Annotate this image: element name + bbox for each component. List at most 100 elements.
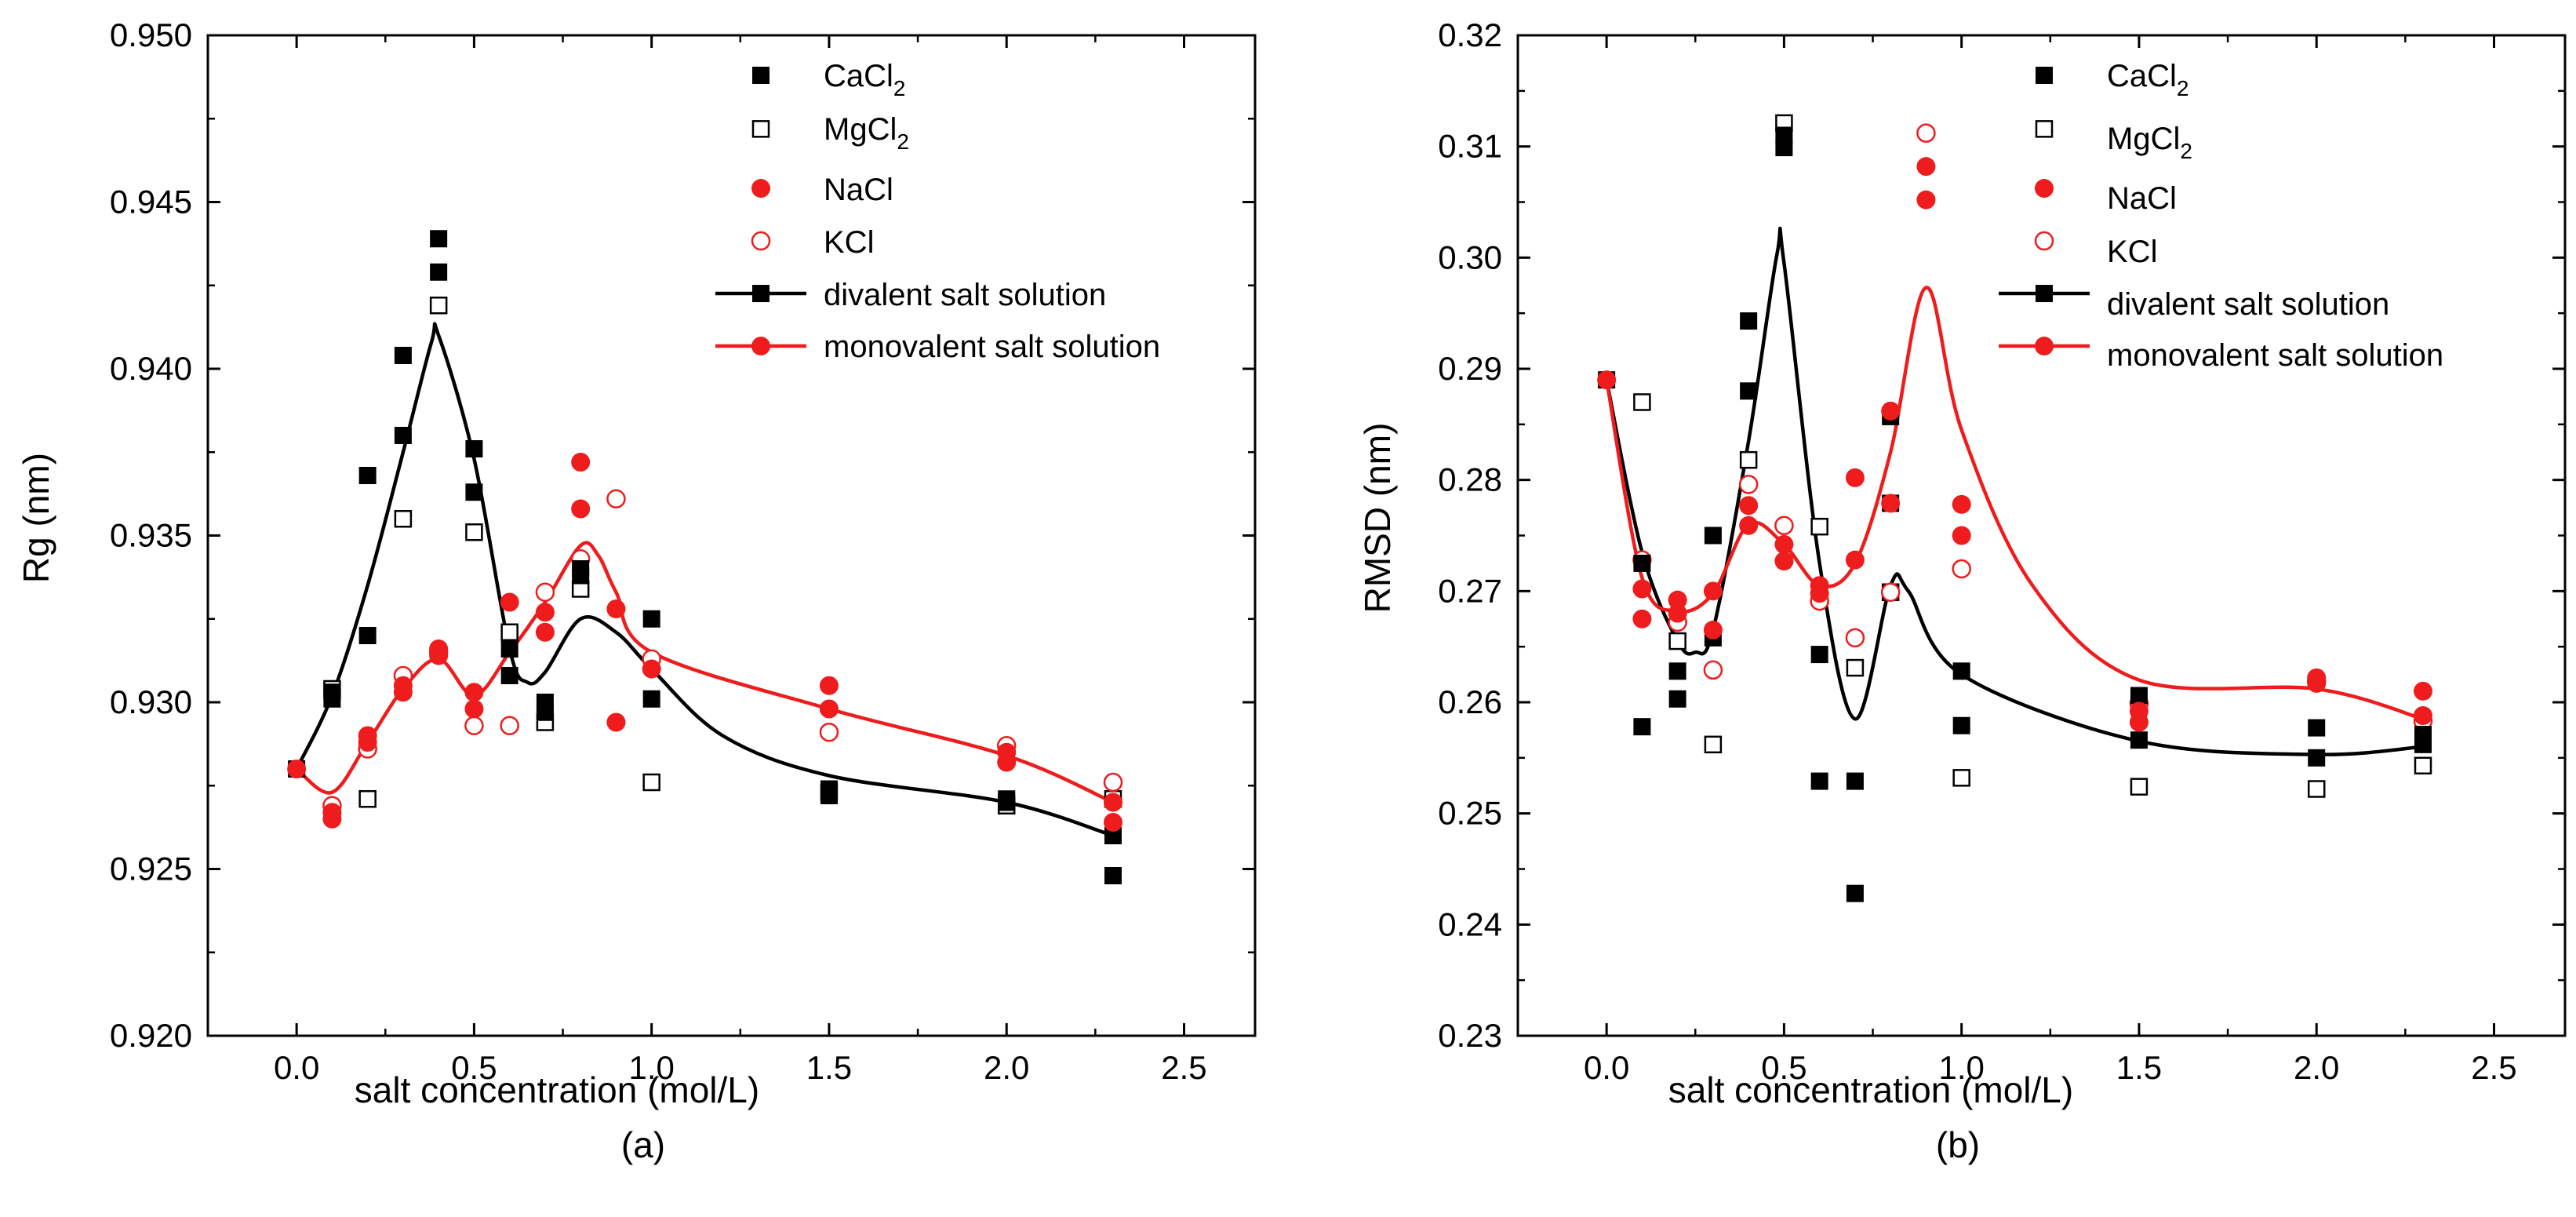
x-tick-label-b: 1.0 <box>1938 1049 1984 1086</box>
data-point-cacl2-b <box>2414 735 2432 753</box>
plot-area-a: 0.0 0.5 1.0 1.5 2.0 2.5 0.920 0.925 0.930 0.935 0.… <box>110 16 1257 1086</box>
data-point-nacl-a <box>997 742 1017 762</box>
legend-label-divalent-a: divalent salt solution <box>824 278 1106 312</box>
data-point-kcl-a <box>464 716 484 735</box>
data-point-cacl2-b <box>1810 772 1828 790</box>
data-point-nacl-b <box>1881 401 1901 421</box>
data-point-nacl-a <box>819 699 839 719</box>
data-point-nacl-a <box>464 699 484 719</box>
data-point-cacl2-a <box>642 610 660 628</box>
data-point-nacl-b <box>1668 590 1687 610</box>
data-point-mgcl2-b <box>1846 658 1865 677</box>
data-point-nacl-b <box>2413 706 2432 725</box>
data-point-mgcl2-b <box>1668 632 1686 650</box>
data-point-mgcl2-a <box>642 773 660 792</box>
data-point-cacl2-a <box>430 263 448 281</box>
data-point-cacl2-a <box>1104 867 1122 884</box>
data-point-nacl-a <box>322 803 342 822</box>
data-point-kcl-b <box>1952 559 1971 579</box>
data-point-nacl-b <box>2307 673 2327 693</box>
data-point-cacl2-b <box>1633 554 1651 572</box>
ylabel-b: RMSD (nm) <box>1357 423 1398 614</box>
data-point-cacl2-a <box>358 467 377 484</box>
data-point-nacl-b <box>1845 550 1865 570</box>
fit-line-divalent-a <box>295 322 1114 838</box>
data-point-nacl-a <box>393 683 413 702</box>
data-point-nacl-b <box>1632 609 1652 629</box>
legend-label-mgcl2-b: MgCl2 <box>2107 122 2192 163</box>
data-point-cacl2-a <box>323 683 341 701</box>
data-point-mgcl2-a <box>394 510 413 528</box>
data-point-mgcl2-b <box>1739 450 1758 469</box>
data-point-nacl-b <box>2413 681 2432 701</box>
data-point-mgcl2-b <box>2414 756 2432 774</box>
y-tick-label-b: 0.31 <box>1438 128 1502 165</box>
legend-marker-nacl-b <box>2035 179 2054 199</box>
x-tick-label-b: 0.5 <box>1761 1049 1806 1086</box>
data-point-kcl-b <box>1880 582 1901 602</box>
data-point-nacl-a <box>606 712 626 732</box>
y-tick-label-a: 0.930 <box>110 683 192 720</box>
data-point-nacl-b <box>1668 603 1687 623</box>
legend-line-marker-b <box>2036 285 2053 303</box>
data-point-cacl2-a <box>500 640 518 658</box>
data-point-nacl-b <box>1739 496 1759 516</box>
data-point-mgcl2-b <box>1810 517 1828 536</box>
y-tick-label-b: 0.28 <box>1438 461 1502 498</box>
legend-label-cacl2-a: CaCl2 <box>824 59 905 100</box>
y-tick-label-b: 0.25 <box>1438 795 1502 832</box>
data-point-cacl2-b <box>2308 749 2326 767</box>
ylabel-a: Rg (nm) <box>16 453 56 583</box>
data-point-nacl-a <box>571 499 591 519</box>
data-point-cacl2-b <box>1846 884 1864 902</box>
legend-line-marker-b <box>2035 337 2054 356</box>
data-point-nacl-a <box>1103 813 1122 832</box>
data-point-cacl2-b <box>1633 718 1651 736</box>
legend-label-kcl-b: KCl <box>2107 235 2157 269</box>
data-point-nacl-a <box>606 599 626 618</box>
data-point-cacl2-b <box>1668 690 1686 708</box>
legend-marker-nacl-a <box>751 179 770 199</box>
data-point-nacl-b <box>1810 584 1829 603</box>
data-point-nacl-a <box>429 639 449 658</box>
data-point-kcl-b <box>1738 475 1759 494</box>
panel-label-b: (b) <box>1936 1124 1980 1165</box>
x-tick-label-b: 0.0 <box>1584 1049 1629 1086</box>
data-point-cacl2-b <box>1740 382 1758 400</box>
y-tick-label-b: 0.27 <box>1438 572 1502 609</box>
chart-panel-b: RMSD (nm) salt concentration (mol/L) (b)… <box>1357 16 2567 1165</box>
data-point-mgcl2-a <box>429 297 448 315</box>
legend-label-monovalent-a: monovalent salt solution <box>824 330 1160 364</box>
data-point-nacl-a <box>535 622 555 642</box>
data-point-nacl-b <box>1845 468 1865 487</box>
legend-b: CaCl2 MgCl2 NaCl KCl divalent salt solut… <box>2107 59 2443 373</box>
y-tick-label-a: 0.935 <box>110 517 192 554</box>
y-tick-label-a: 0.950 <box>110 16 192 53</box>
data-point-nacl-b <box>1916 190 1936 210</box>
data-point-cacl2-a <box>642 690 660 708</box>
data-point-cacl2-a <box>820 780 838 798</box>
data-point-cacl2-a <box>465 483 483 501</box>
y-tick-label-b: 0.23 <box>1438 1017 1502 1054</box>
y-tick-label-a: 0.925 <box>110 851 192 887</box>
data-point-cacl2-b <box>2308 719 2326 737</box>
y-tick-label-a: 0.920 <box>110 1017 192 1054</box>
data-point-nacl-a <box>1103 793 1122 812</box>
data-point-cacl2-b <box>1740 312 1758 330</box>
data-point-kcl-a <box>819 723 839 742</box>
data-point-nacl-b <box>1739 516 1759 535</box>
legend-a: CaCl2 MgCl2 NaCl KCl divalent salt solut… <box>824 59 1160 364</box>
data-point-mgcl2-a <box>465 523 483 541</box>
data-point-cacl2-a <box>500 667 518 684</box>
data-point-kcl-a <box>535 582 555 602</box>
data-point-cacl2-a <box>572 560 590 578</box>
data-point-mgcl2-b <box>1633 393 1651 411</box>
data-point-cacl2-b <box>1704 527 1722 545</box>
data-point-nacl-a <box>535 603 555 622</box>
data-point-mgcl2-b <box>1704 735 1723 754</box>
panel-label-a: (a) <box>621 1124 665 1165</box>
data-point-cacl2-a <box>536 703 554 721</box>
data-point-nacl-b <box>1952 526 1971 545</box>
fit-line-divalent-b <box>1604 226 2424 756</box>
